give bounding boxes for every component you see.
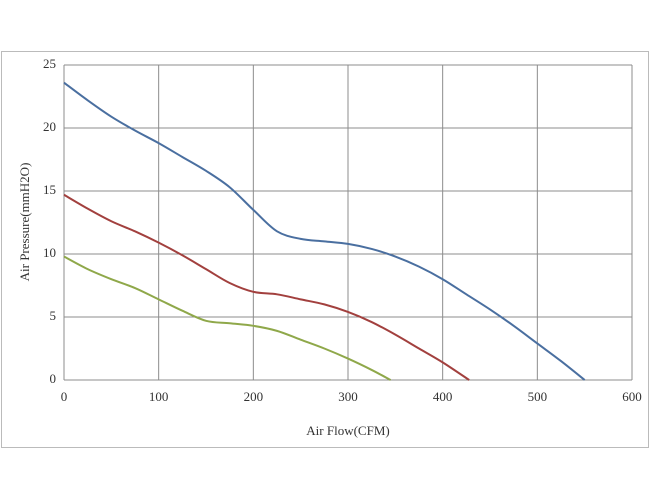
x-tick-label: 100 <box>149 389 169 404</box>
chart-frame <box>1 51 649 448</box>
y-tick-label: 15 <box>43 182 56 197</box>
y-tick-label: 5 <box>50 308 57 323</box>
line <box>63 255 392 381</box>
y-axis-label: Air Pressure(mmH2O) <box>17 163 32 282</box>
line <box>63 193 470 381</box>
x-tick-label: 0 <box>61 389 68 404</box>
y-tick-label: 20 <box>43 119 56 134</box>
x-tick-label: 500 <box>528 389 548 404</box>
y-tick-label: 0 <box>50 371 57 386</box>
x-axis-label: Air Flow(CFM) <box>306 423 389 438</box>
line <box>63 81 586 381</box>
x-tick-label: 300 <box>338 389 358 404</box>
x-tick-label: 600 <box>622 389 642 404</box>
x-tick-label: 400 <box>433 389 453 404</box>
y-tick-label: 25 <box>43 56 56 71</box>
y-tick-label: 10 <box>43 245 56 260</box>
x-tick-label: 200 <box>244 389 264 404</box>
